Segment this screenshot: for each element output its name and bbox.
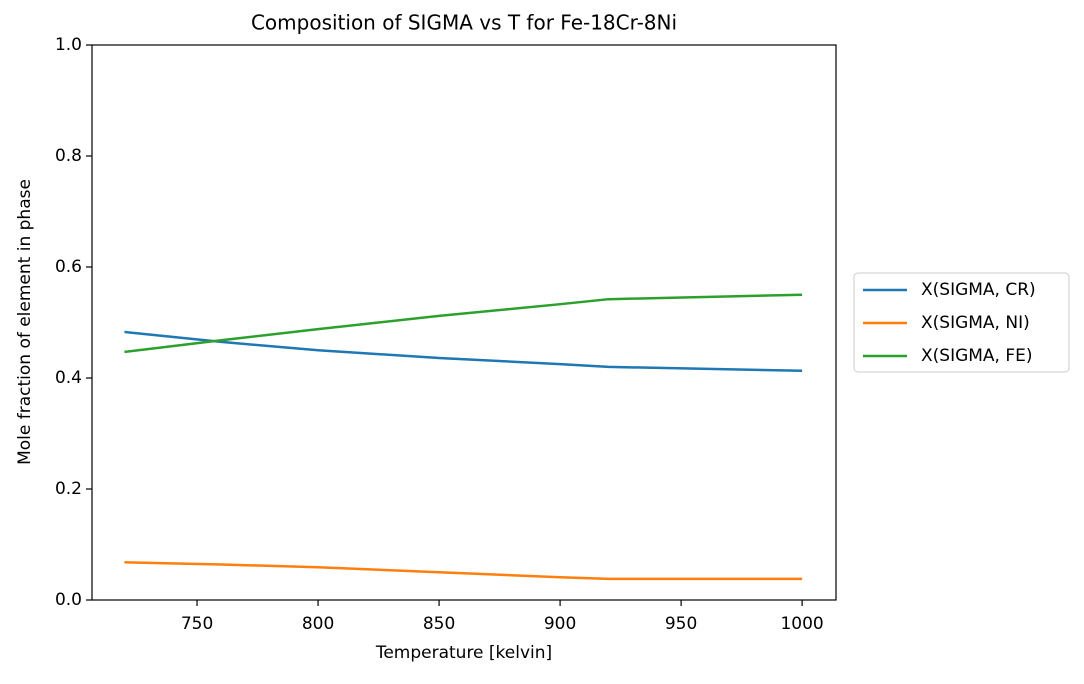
y-tick-label: 1.0	[55, 35, 82, 55]
legend-label: X(SIGMA, FE)	[921, 346, 1033, 366]
x-tick-label: 800	[302, 614, 334, 634]
x-tick-label: 900	[544, 614, 576, 634]
plot-frame	[91, 44, 837, 601]
y-tick-label: 0.2	[55, 479, 82, 499]
y-axis-label: Mole fraction of element in phase	[15, 179, 35, 465]
x-tick-label: 1000	[780, 614, 823, 634]
chart-title: Composition of SIGMA vs T for Fe-18Cr-8N…	[251, 11, 677, 35]
line-series	[124, 561, 803, 581]
x-tick-label: 750	[181, 614, 213, 634]
legend-label: X(SIGMA, CR)	[921, 280, 1036, 300]
y-tick-label: 0.8	[55, 146, 82, 166]
x-tick-label: 850	[423, 614, 455, 634]
y-tick-label: 0.6	[55, 257, 82, 277]
x-tick-label: 950	[665, 614, 697, 634]
y-tick-label: 0.0	[55, 590, 82, 610]
legend-box	[853, 272, 1070, 373]
legend-label: X(SIGMA, NI)	[921, 313, 1030, 333]
line-series	[124, 330, 803, 373]
line-series	[124, 293, 803, 354]
y-tick-label: 0.4	[55, 368, 82, 388]
x-axis-label: Temperature [kelvin]	[375, 643, 552, 663]
